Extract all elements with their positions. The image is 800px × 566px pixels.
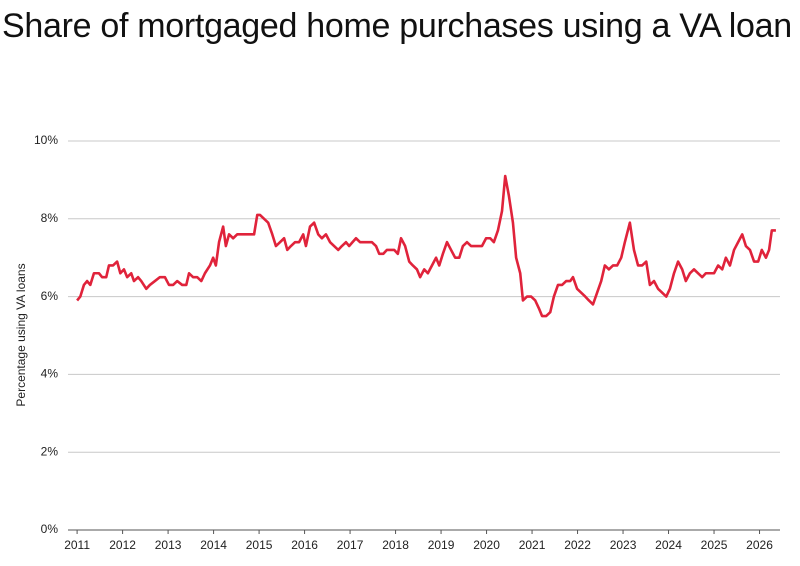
x-tick-label: 2019 — [428, 538, 455, 552]
y-tick-label: 2% — [41, 444, 59, 458]
y-tick-label: 10% — [34, 133, 58, 147]
x-tick-label: 2023 — [610, 538, 637, 552]
x-tick-label: 2024 — [655, 538, 682, 552]
chart-title: Share of mortgaged home purchases using … — [2, 7, 792, 45]
y-tick-label: 4% — [41, 367, 59, 381]
y-tick-label: 6% — [41, 289, 59, 303]
x-tick-label: 2016 — [291, 538, 318, 552]
y-axis-label: Percentage using VA loans — [14, 263, 28, 406]
y-tick-label: 8% — [41, 211, 59, 225]
x-tick-label: 2018 — [382, 538, 409, 552]
x-tick-label: 2014 — [200, 538, 227, 552]
x-tick-label: 2017 — [337, 538, 364, 552]
x-tick-label: 2020 — [473, 538, 500, 552]
x-tick-label: 2013 — [155, 538, 182, 552]
x-tick-label: 2021 — [519, 538, 546, 552]
y-tick-label: 0% — [41, 522, 59, 536]
x-tick-label: 2012 — [109, 538, 136, 552]
data-line — [76, 174, 776, 318]
x-tick-label: 2015 — [246, 538, 273, 552]
x-tick-label: 2025 — [701, 538, 728, 552]
x-tick-label: 2011 — [64, 538, 90, 552]
x-tick-label: 2026 — [746, 538, 773, 552]
x-tick-label: 2022 — [564, 538, 591, 552]
